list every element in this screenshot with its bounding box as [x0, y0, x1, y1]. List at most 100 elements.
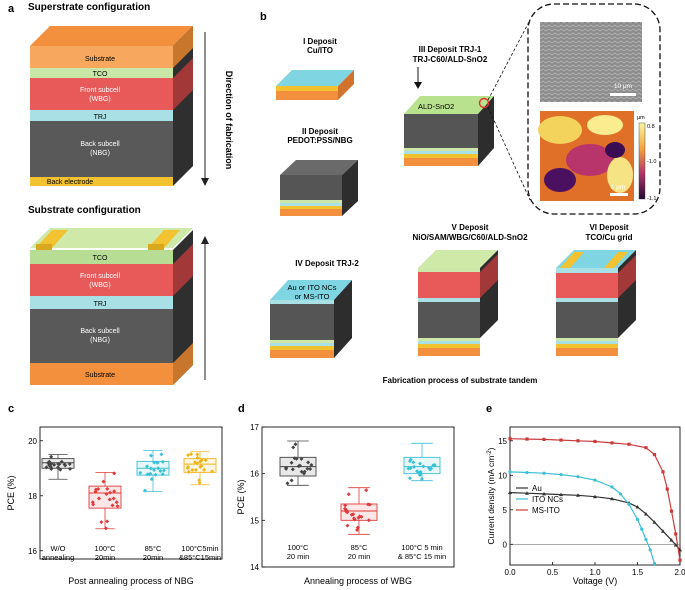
series-point: [678, 558, 682, 562]
superstrate-top-face: [30, 26, 193, 46]
chart-d-cat-0-line2: 20 min: [287, 552, 310, 561]
y-tick-label: 10: [498, 471, 507, 480]
series-point: [576, 493, 580, 497]
step5-layer-trj: [418, 298, 480, 302]
data-point: [289, 460, 294, 465]
step5-title: V Deposit: [452, 223, 489, 232]
box-0: [279, 440, 317, 486]
y-tick-label: 0: [503, 540, 508, 549]
chart-d-cat-2-line2: & 85°C 15 min: [398, 552, 446, 561]
box-iqr: [340, 503, 378, 521]
series-point: [635, 505, 640, 509]
chart-d-marks: 14 15 16 17: [250, 423, 441, 572]
sem-scale-label: 10 μm: [614, 83, 632, 90]
series-point: [652, 520, 657, 524]
step6-layer-trj: [556, 298, 618, 302]
zoom-line-top: [487, 19, 531, 101]
zoom-marker: [478, 97, 490, 109]
step3-layer-cu: [404, 154, 478, 158]
sub-layer-back: [30, 309, 173, 363]
step3-arrowhead: [414, 82, 422, 89]
panel-b-label: b: [260, 11, 267, 23]
series-point: [635, 517, 640, 522]
step4-box-label-1: Au or ITO NCs: [287, 283, 336, 292]
afm-blob-4: [544, 168, 576, 192]
panel-a: a Superstrate configuration Substrate TC…: [8, 2, 234, 385]
y-tick-label: 5: [503, 506, 508, 515]
y-tick-label: 16: [28, 547, 37, 556]
data-point: [195, 452, 200, 457]
panel-b-caption: Fabrication process of substrate tandem: [383, 376, 538, 385]
data-point: [285, 481, 290, 486]
chart-d-xlabel: Annealing process of WBG: [304, 576, 412, 586]
y-tick-label: 15: [250, 516, 259, 525]
grid-finger-right-front: [148, 244, 164, 250]
superstrate-side-top: [173, 26, 193, 68]
afm-image: [538, 111, 634, 201]
step5-side-wbg: [480, 254, 498, 298]
super-label-trj: TRJ: [94, 114, 107, 121]
super-label-tco: TCO: [93, 71, 108, 78]
data-point: [407, 476, 412, 481]
chart-c-frame: [39, 426, 223, 560]
data-point: [142, 488, 147, 493]
data-point: [199, 464, 204, 469]
data-point: [305, 466, 310, 471]
data-point: [189, 452, 194, 457]
series-point: [542, 471, 546, 475]
data-point: [156, 466, 161, 471]
panel-d: d PCE (%) Annealing process of WBG 14151…: [236, 403, 455, 586]
box-1: [340, 487, 378, 535]
series-point: [576, 439, 580, 443]
step3-layer-label: ALD-SnO2: [418, 102, 454, 111]
data-point: [152, 467, 157, 472]
data-point: [428, 467, 433, 472]
series-point: [610, 441, 614, 445]
sub-label-front-2: (WBG): [89, 282, 110, 289]
data-point: [58, 467, 63, 472]
data-point: [299, 456, 304, 461]
panel-c: c PCE (%) Post annealing process of NBG …: [6, 403, 223, 586]
data-point: [302, 471, 307, 476]
afm-tick-top: 0.8: [647, 124, 655, 130]
super-layer-substrate: [30, 46, 173, 68]
step4-box-label-2: or MS-ITO: [295, 292, 330, 301]
step2-materials: PEDOT:PSS/NBG: [287, 136, 352, 145]
data-point: [101, 479, 106, 484]
series-point: [525, 437, 529, 441]
data-point: [289, 478, 294, 483]
data-point: [159, 452, 164, 457]
data-point: [103, 526, 108, 531]
step5-top: [418, 250, 498, 268]
sub-layer-front: [30, 264, 173, 296]
data-point: [345, 523, 350, 528]
super-layer-trj: [30, 110, 173, 121]
sub-layer-substrate: [30, 363, 173, 385]
super-label-front-2: (WBG): [89, 96, 110, 103]
data-point: [406, 466, 411, 471]
data-point: [284, 465, 289, 470]
step6-layer-wbg: [556, 273, 618, 298]
step2-layer-nbg: [280, 175, 342, 200]
chart-c-cat-2-line1: 85°C: [145, 544, 162, 553]
chart-d-frame: [261, 426, 455, 568]
x-tick-label: 0.5: [547, 568, 559, 577]
data-point: [202, 467, 207, 472]
series-point: [559, 438, 563, 442]
data-point: [114, 500, 119, 505]
y-tick-label: 14: [250, 563, 259, 572]
y-tick-label: 18: [28, 492, 37, 501]
data-point: [355, 528, 360, 533]
super-layer-front: [30, 78, 173, 110]
afm-blob-1: [538, 116, 582, 144]
data-point: [190, 468, 195, 473]
step4-layer-substrate: [270, 350, 334, 358]
step2-title: II Deposit: [302, 127, 338, 136]
box-2: [403, 442, 441, 482]
data-point: [431, 463, 436, 468]
data-point: [158, 469, 163, 474]
step6-finger-right: [604, 252, 628, 268]
series-line-1: [509, 471, 656, 564]
zoom-line-bottom: [487, 106, 531, 201]
substrate-stack: TCO Front subcell (WBG) TRJ Back subcell…: [30, 228, 193, 385]
